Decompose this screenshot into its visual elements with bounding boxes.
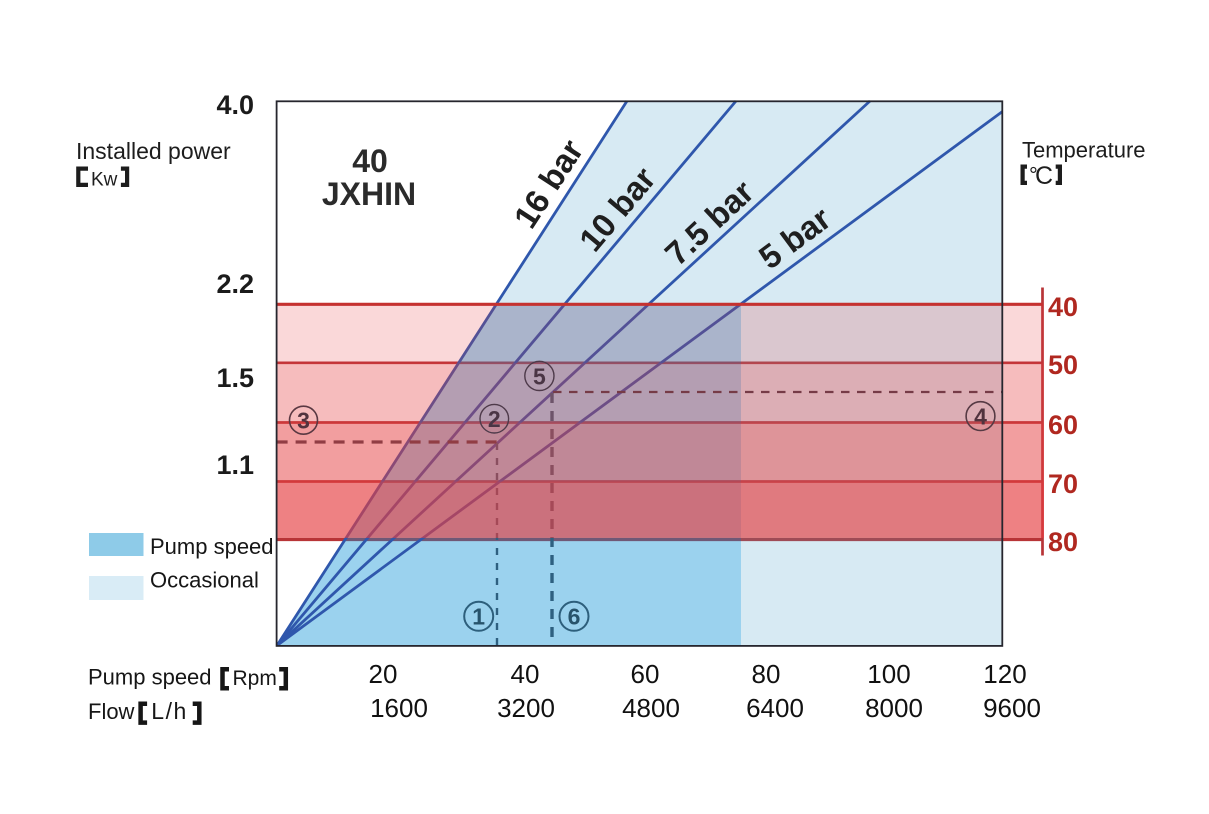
svg-text:4: 4: [974, 404, 987, 430]
svg-text:C: C: [1035, 162, 1053, 190]
svg-text:40: 40: [352, 143, 388, 179]
svg-text:1600: 1600: [370, 693, 428, 723]
svg-text:°: °: [1029, 163, 1038, 188]
svg-text:Kw: Kw: [91, 169, 118, 190]
svg-text:80: 80: [752, 659, 781, 689]
svg-text:L/h: L/h: [151, 698, 187, 724]
svg-text:20: 20: [369, 659, 398, 689]
svg-text:100: 100: [867, 659, 910, 689]
svg-text:5: 5: [533, 363, 546, 389]
svg-text:60: 60: [631, 659, 660, 689]
svg-text:2: 2: [488, 406, 501, 432]
svg-text:Installed power: Installed power: [76, 138, 231, 164]
svg-text:1: 1: [472, 604, 485, 630]
svg-text:6: 6: [568, 604, 581, 630]
svg-text:1.5: 1.5: [216, 363, 254, 393]
svg-text:8000: 8000: [865, 693, 923, 723]
svg-text:Flow: Flow: [88, 699, 135, 724]
svg-text:Occasional: Occasional: [150, 568, 259, 593]
svg-text:3200: 3200: [497, 693, 555, 723]
svg-text:3: 3: [297, 408, 310, 434]
svg-text:120: 120: [983, 659, 1026, 689]
svg-text:60: 60: [1048, 410, 1078, 440]
svg-text:80: 80: [1048, 527, 1078, 557]
svg-text:Temperature: Temperature: [1022, 138, 1146, 163]
svg-text:6400: 6400: [746, 693, 804, 723]
svg-text:9600: 9600: [983, 693, 1041, 723]
svg-text:40: 40: [1048, 292, 1078, 322]
svg-text:JXHIN: JXHIN: [322, 176, 416, 212]
svg-text:70: 70: [1048, 469, 1078, 499]
svg-text:Pump speed: Pump speed: [88, 665, 212, 690]
svg-text:Pump speed: Pump speed: [150, 534, 274, 559]
svg-text:4800: 4800: [622, 693, 680, 723]
svg-text:1.1: 1.1: [216, 450, 254, 480]
svg-text:50: 50: [1048, 350, 1078, 380]
svg-text:2.2: 2.2: [216, 269, 254, 299]
svg-text:40: 40: [511, 659, 540, 689]
svg-text:Rpm: Rpm: [233, 667, 277, 690]
svg-text:4.0: 4.0: [216, 90, 254, 120]
